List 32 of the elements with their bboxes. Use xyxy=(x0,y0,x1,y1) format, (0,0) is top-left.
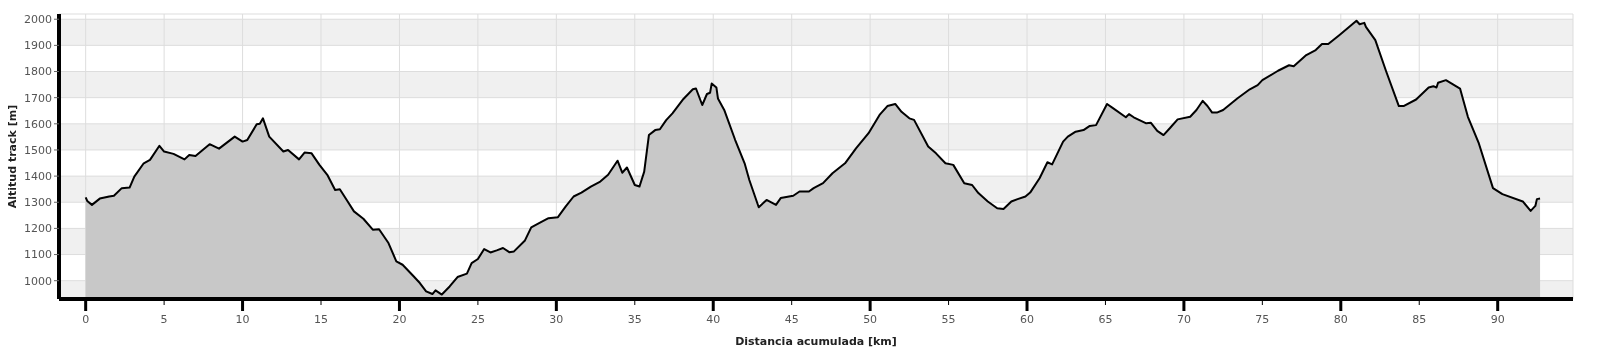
y-tick-label: 1900 xyxy=(24,39,52,53)
x-axis-title: Distancia acumulada [km] xyxy=(735,335,897,348)
y-tick-label: 1100 xyxy=(24,248,52,262)
y-tick-label: 1800 xyxy=(24,65,52,79)
x-tick-label: 0 xyxy=(82,313,90,326)
x-tick-label: 35 xyxy=(627,313,642,326)
x-tick-label: 50 xyxy=(863,313,878,326)
y-tick-label: 1000 xyxy=(24,274,52,288)
x-tick-label: 75 xyxy=(1255,313,1270,326)
x-tick-label: 40 xyxy=(706,313,721,326)
y-tick-label: 1700 xyxy=(24,91,52,105)
x-tick-label: 10 xyxy=(235,313,250,326)
y-tick-label: 1400 xyxy=(24,170,52,184)
x-tick-label: 80 xyxy=(1333,313,1348,326)
x-tick-label: 70 xyxy=(1176,313,1191,326)
x-tick-label: 5 xyxy=(160,313,168,326)
y-tick-label: 1500 xyxy=(24,143,52,157)
x-tick-label: 25 xyxy=(470,313,485,326)
y-tick-label: 1600 xyxy=(24,117,52,131)
y-axis-title: Altitud track [m] xyxy=(5,104,19,209)
x-tick-label: 20 xyxy=(392,313,407,326)
x-tick-label: 45 xyxy=(784,313,799,326)
x-tick-label: 85 xyxy=(1412,313,1427,326)
x-tick-label: 55 xyxy=(941,313,956,326)
y-tick-label: 1300 xyxy=(24,196,52,210)
x-tick-label: 15 xyxy=(314,313,329,326)
x-tick-label: 30 xyxy=(549,313,564,326)
x-tick-label: 65 xyxy=(1098,313,1113,326)
y-tick-label: 2000 xyxy=(24,13,52,27)
x-tick-label: 90 xyxy=(1490,313,1505,326)
x-tick-label: 60 xyxy=(1020,313,1035,326)
y-tick-label: 1200 xyxy=(24,222,52,236)
